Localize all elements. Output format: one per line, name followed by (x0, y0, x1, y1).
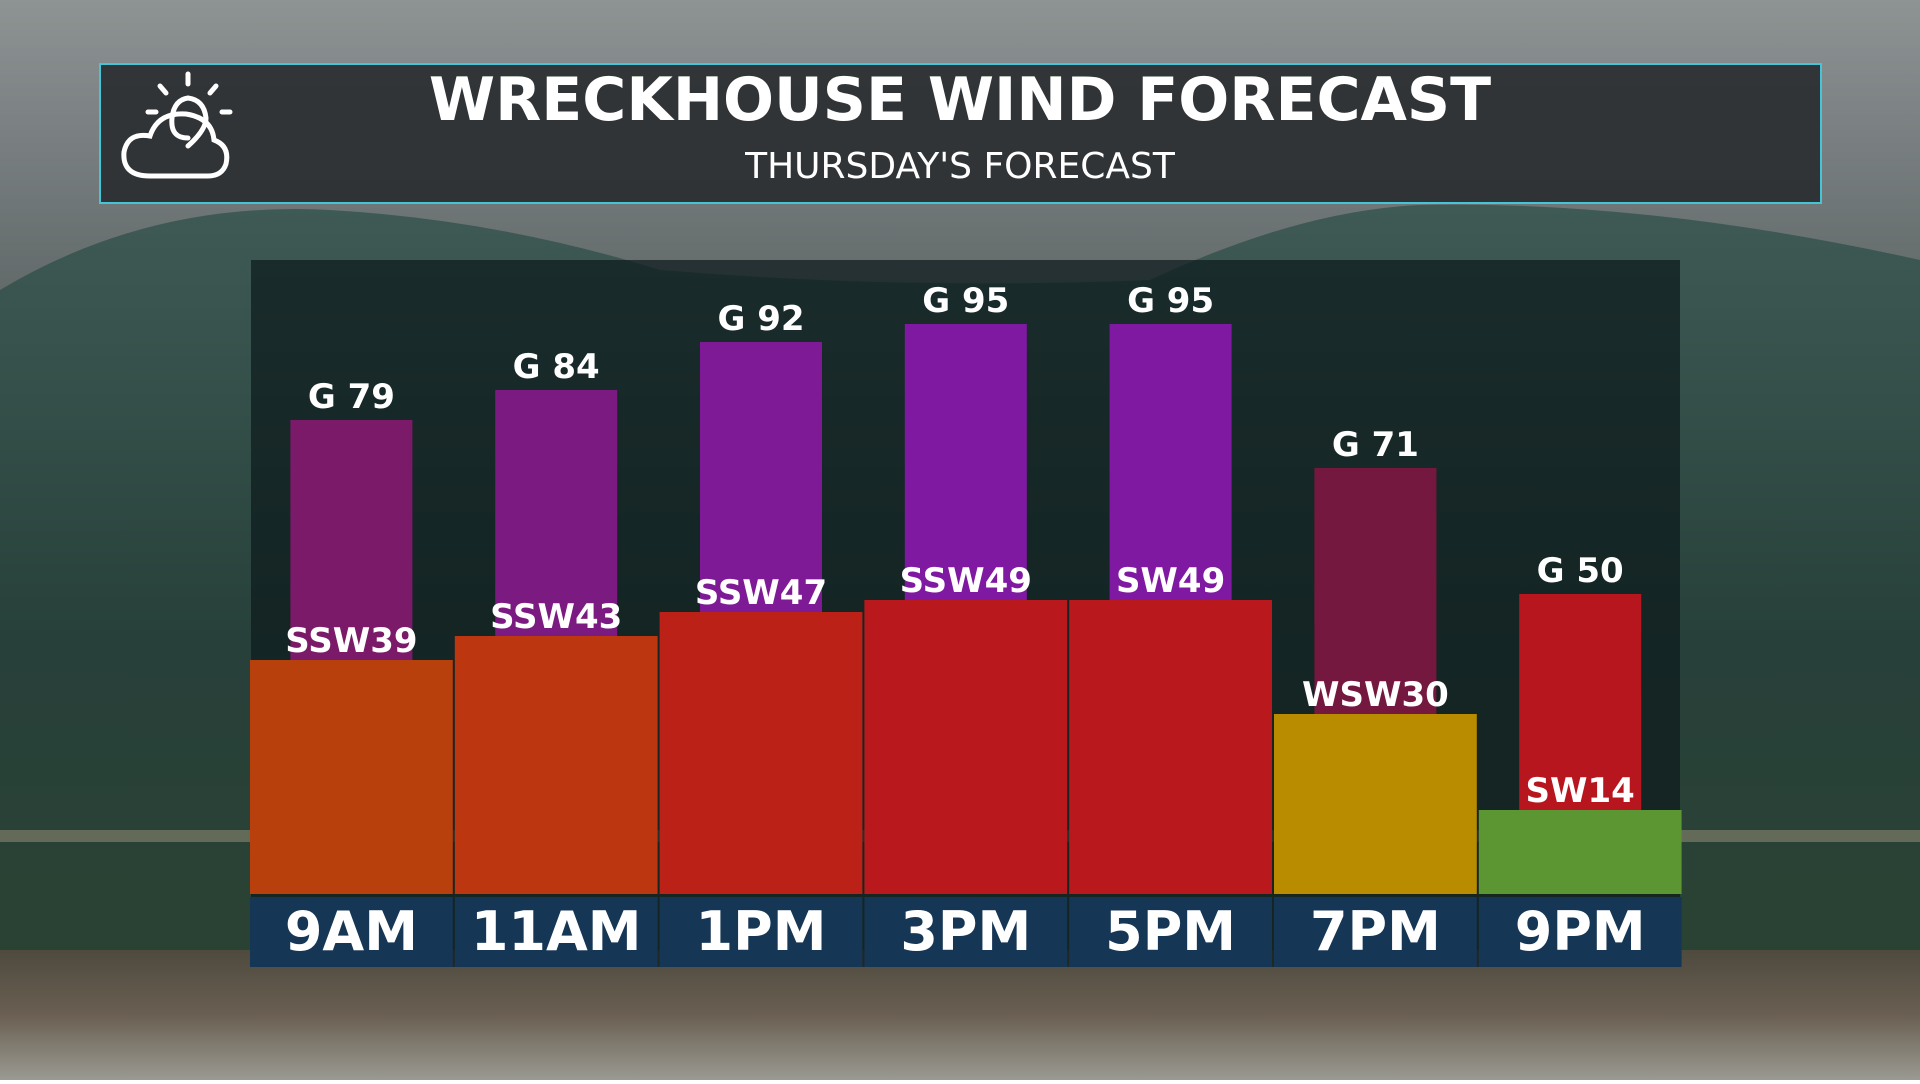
sustained-label: SW14 (1526, 771, 1635, 811)
header-box (99, 63, 1822, 204)
sustained-bar (1478, 810, 1682, 894)
sustained-label: SSW39 (285, 621, 417, 661)
x-tick-label: 7PM (1310, 900, 1441, 963)
category-cell (454, 897, 658, 967)
gust-label: G 92 (717, 299, 804, 339)
category-cell (1069, 897, 1272, 967)
x-tick-label: 3PM (900, 900, 1031, 963)
chart-subtitle: THURSDAY'S FORECAST (744, 146, 1176, 187)
category-cell (250, 897, 453, 967)
gust-label: G 95 (1127, 281, 1214, 321)
sustained-bar (864, 600, 1068, 894)
chart-title: WRECKHOUSE WIND FORECAST (429, 65, 1491, 135)
gust-label: G 84 (513, 347, 600, 387)
x-tick-label: 11AM (471, 900, 642, 963)
sustained-bar (1274, 714, 1477, 894)
gust-label: G 71 (1332, 425, 1419, 465)
gust-label: G 95 (922, 281, 1009, 321)
x-tick-label: 5PM (1105, 900, 1236, 963)
x-tick-label: 9AM (285, 900, 418, 963)
sustained-bar (659, 612, 863, 894)
sustained-bar (250, 660, 453, 894)
sustained-bar (454, 636, 658, 894)
sustained-bar (1069, 600, 1272, 894)
x-tick-label: 9PM (1515, 900, 1646, 963)
category-cell (1478, 897, 1682, 967)
x-tick-label: 1PM (696, 900, 827, 963)
sustained-label: SW49 (1116, 561, 1225, 601)
category-cell (864, 897, 1068, 967)
gust-label: G 50 (1537, 551, 1624, 591)
gust-label: G 79 (308, 377, 395, 417)
sustained-label: SSW47 (695, 573, 827, 613)
sustained-label: WSW30 (1302, 675, 1449, 715)
sustained-label: SSW49 (900, 561, 1032, 601)
weather-icon (121, 71, 233, 179)
category-cell (659, 897, 863, 967)
sustained-label: SSW43 (490, 597, 622, 637)
category-cell (1274, 897, 1477, 967)
